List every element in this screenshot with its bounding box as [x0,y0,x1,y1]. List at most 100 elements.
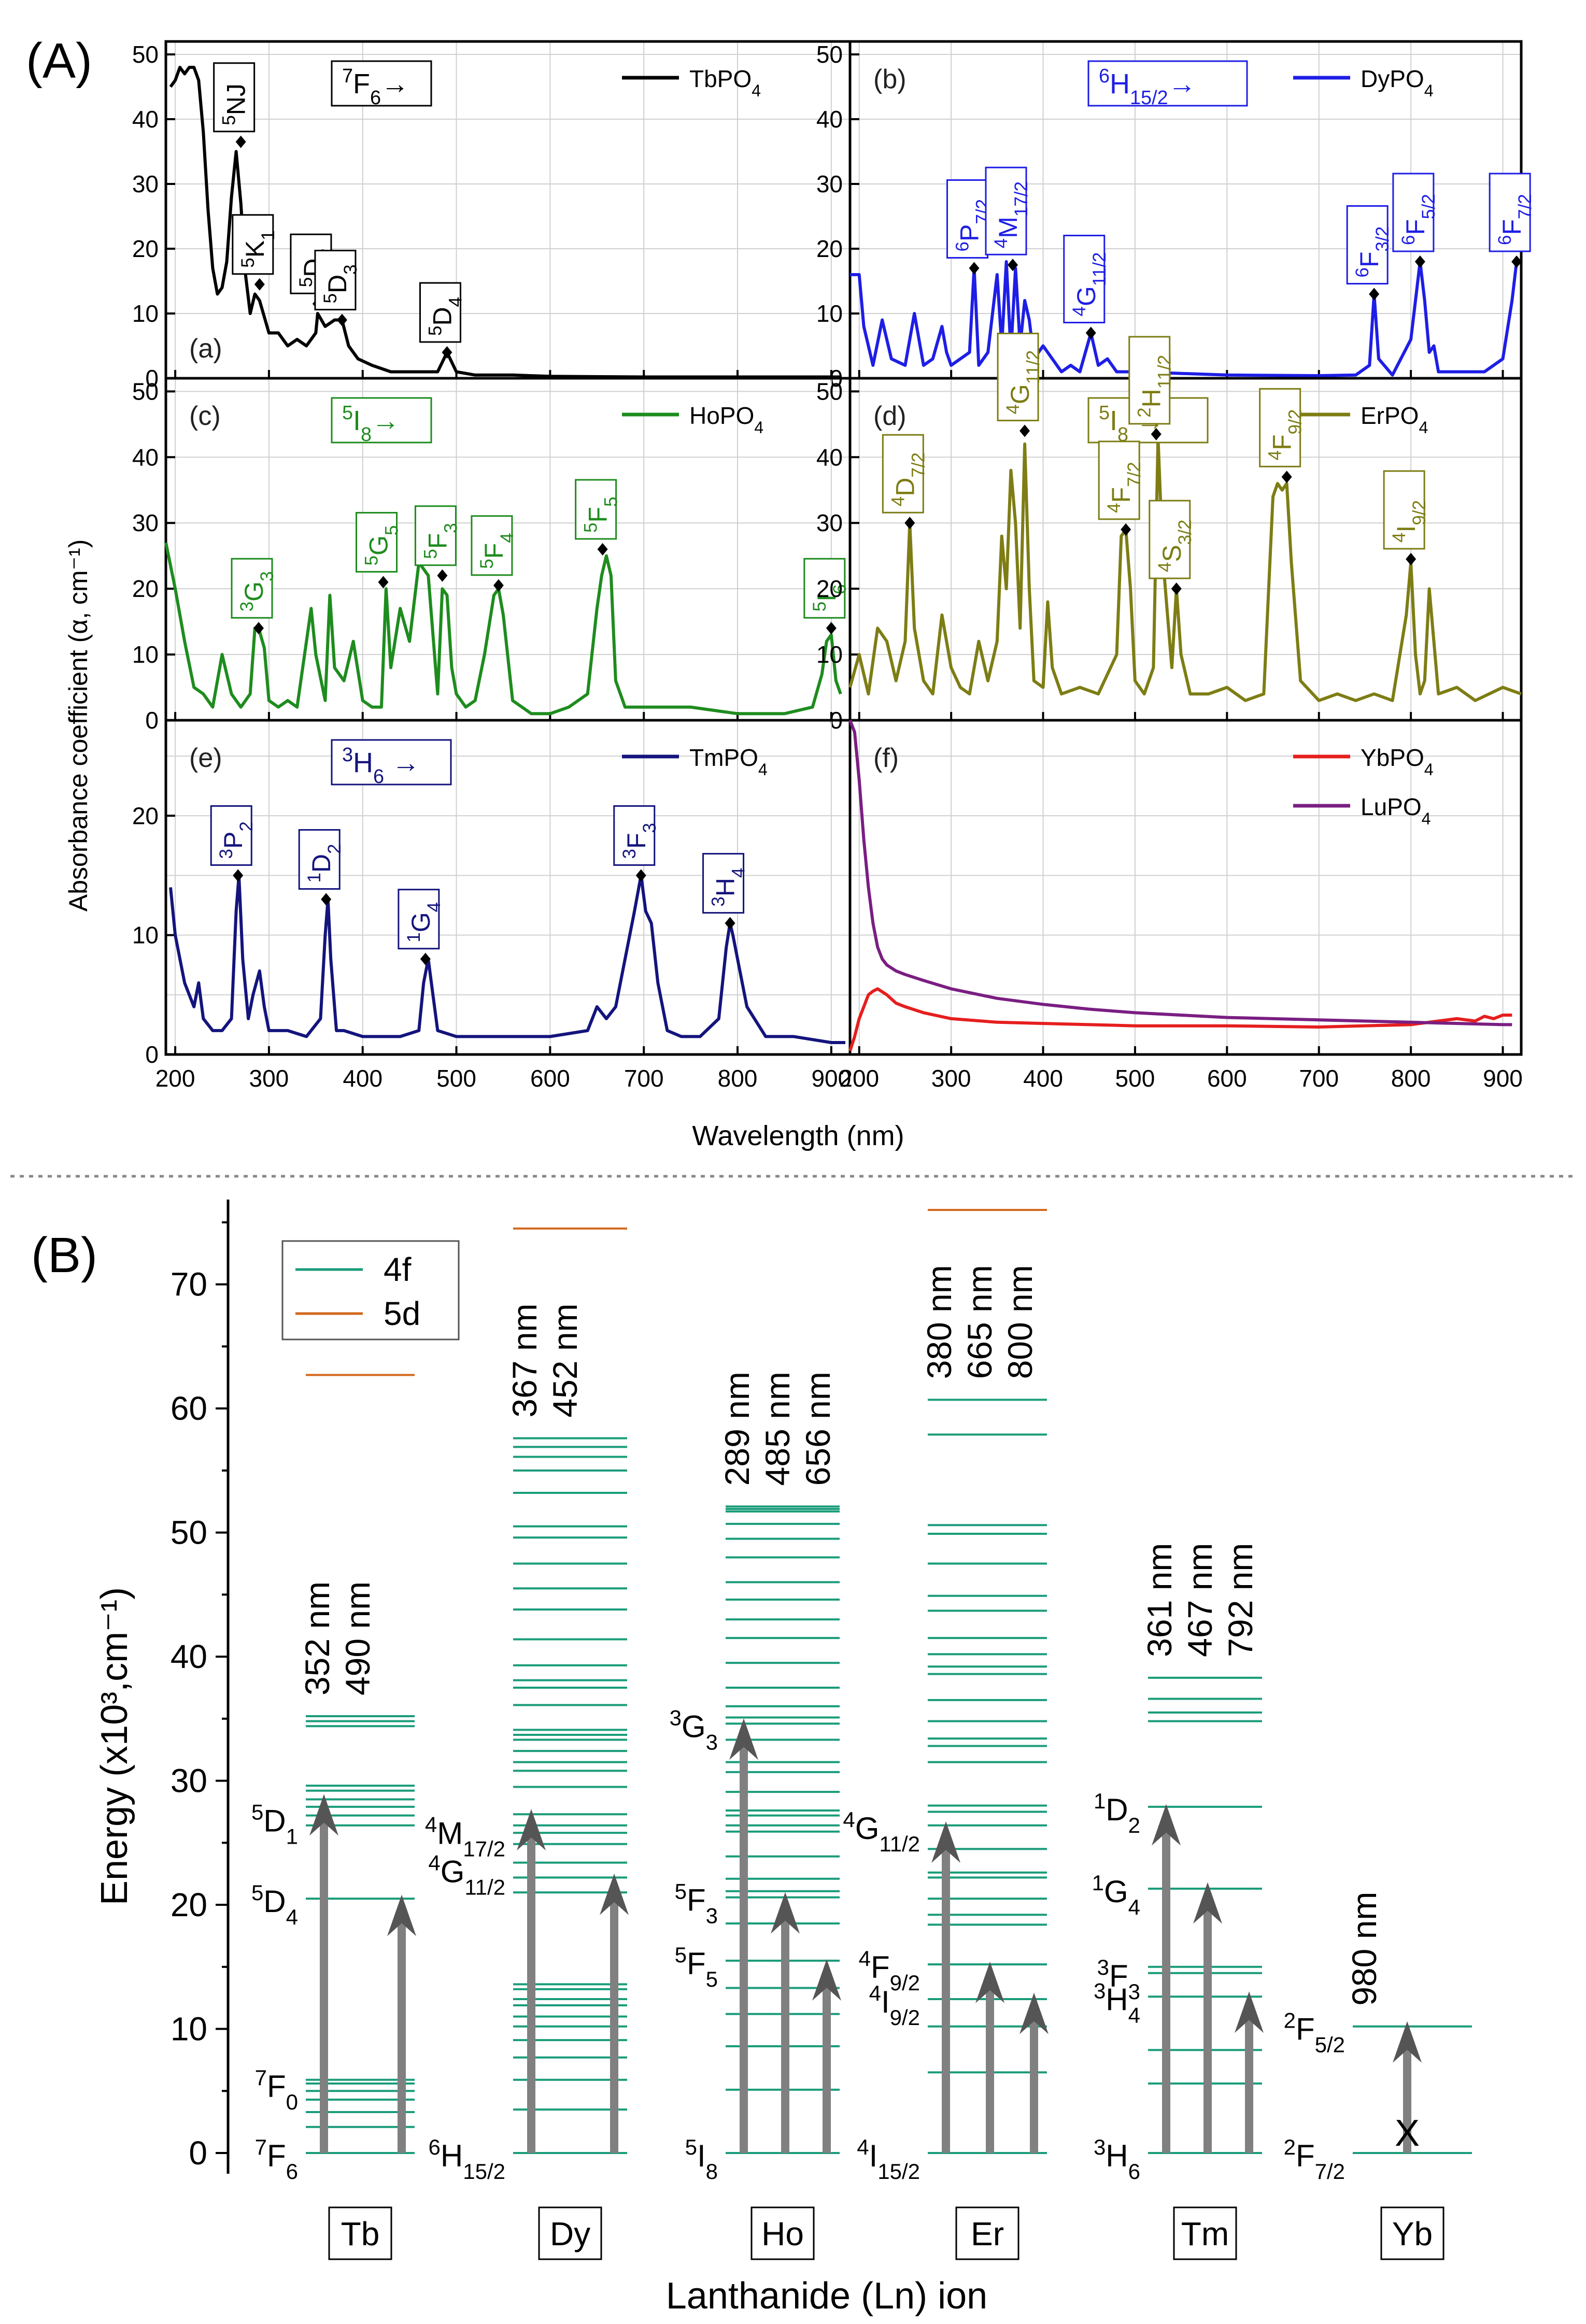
label-part: 3 [257,571,277,581]
label-part: 5 [251,1880,263,1905]
blocked-transition-mark: X [1395,2113,1420,2154]
label-part: 4 [1422,809,1431,828]
panel-id: (e) [189,743,222,773]
wavelength-label: 980 nm [1345,1892,1383,2006]
label-part: G [239,581,268,602]
label-part: 2 [324,844,345,853]
y-tick-label: 10 [132,922,159,949]
label-part: 5 [219,115,239,125]
label-part: 3 [441,523,461,533]
label-part: 5 [361,555,381,565]
ion-name-box [538,2206,602,2260]
energy-tick-label: 20 [171,1886,207,1923]
label-part: I [812,594,841,602]
y-tick-label: 20 [132,802,159,829]
label-part: 3/2 [1372,226,1393,252]
label-part: 7 [255,2065,267,2089]
label-part: 4 [859,1946,871,1971]
legend-label: TmPO4 [689,744,768,779]
label-part: 15/2 [1130,87,1168,109]
x-tick-label: 800 [1391,1065,1431,1092]
transition-arrow-head [1193,1882,1222,1924]
label-part: F [687,1946,706,1981]
peak-label: 5I6 [809,584,849,611]
label-part: 5 [601,497,621,507]
state-label: 1G4 [1092,1870,1140,1919]
y-tick-label: 30 [816,170,843,197]
label-part: F [1109,1959,1128,1993]
label-part: 4 [752,81,761,100]
label-part: 5 [706,1966,718,1991]
label-part: 5/2 [1418,194,1438,219]
label-part: 3 [619,849,639,859]
peak-label: 3H4 [708,868,748,907]
label-part: F [622,833,651,849]
x-tick-label: 700 [624,1065,664,1092]
state-label: 2F7/2 [1284,2135,1345,2184]
label-part: 5 [685,2135,697,2159]
peak-label-box [882,434,924,514]
panel-id: (c) [189,401,221,431]
label-part: 3 [1128,1979,1140,2003]
panel-id: (a) [189,334,222,364]
label-part: 3 [639,823,659,833]
peak-marker [254,278,265,291]
transition-arrow-head [517,1809,546,1851]
label-part: 9/2 [1285,409,1305,435]
panel-frame [848,719,1523,1056]
label-part: 11/2 [464,1875,505,1899]
peak-marker [597,543,608,555]
x-tick-label: 400 [343,1065,383,1092]
label-part: 2 [1284,2008,1296,2032]
x-tick-label: 600 [530,1065,570,1092]
label-part: M [437,1816,463,1850]
wavelength-label: 665 nm [960,1265,999,1379]
label-part: F [584,507,613,523]
peak-marker [826,622,837,635]
figure-label-b: (B) [31,1228,97,1283]
label-part: 3 [706,1903,718,1928]
label-part: 3/2 [1174,520,1195,545]
label-part: 4 [758,760,768,779]
label-part: 4 [428,1850,440,1875]
peak-marker [321,893,332,906]
y-tick-label: 40 [132,106,159,133]
ion-Er: 380 nm 665 nm 800 nm4I15/24I9/24F9/24G11/2… [843,1209,1049,2260]
series-line-YbPO [848,987,1512,1052]
energy-tick-label: 10 [171,2011,207,2048]
peak-label-box [1063,235,1106,323]
transition-arrow-head [931,1821,960,1863]
label-part: H [1106,1982,1128,2017]
peak-label-box [298,829,341,890]
peak-marker [1151,427,1162,440]
y-tick-label: 20 [816,575,843,602]
label-part: 1 [403,932,423,942]
peak-label: 5NJ [219,83,251,125]
y-tick-label: 10 [132,300,159,327]
energy-tick-label: 70 [171,1266,207,1303]
peak-label: 3F3 [619,823,659,859]
peak-label: 4F7/2 [1104,462,1144,513]
figure-label-a: (A) [26,33,92,89]
label-part: F [1355,251,1384,267]
label-part: S [1157,545,1186,562]
peak-label-box [1392,173,1435,252]
y-tick-label: 0 [145,1041,159,1068]
label-part: D [428,307,457,325]
label-part: G [406,912,435,932]
peak-label: 4D7/2 [888,452,928,506]
label-part: D [263,1803,286,1838]
label-part: 5 [476,559,497,568]
peak-marker [1171,582,1182,595]
x-tick-label: 500 [1115,1065,1155,1092]
legend-label: 5d [384,1295,420,1332]
label-part: G [441,1855,465,1889]
label-part: I [881,1985,890,2019]
label-part: 4 [1003,404,1023,414]
ion-name-box [750,2206,815,2260]
